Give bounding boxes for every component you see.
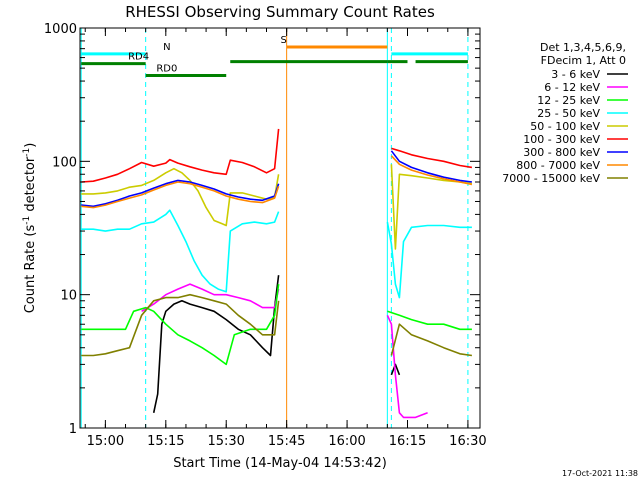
- series-100-300-kev-segment-0: [81, 128, 280, 183]
- legend-label-100-300-kev: 100 - 300 keV: [523, 133, 600, 146]
- series-3-6-kev-segment-0: [152, 275, 280, 413]
- chart-title: RHESSI Observing Summary Count Rates: [125, 3, 435, 21]
- x-tick-label: 15:30: [207, 434, 244, 449]
- series-12-25-kev-segment-0: [81, 283, 280, 366]
- series-100-300-kev: [81, 128, 473, 183]
- series-25-50-kev-segment-1: [386, 221, 472, 299]
- legend-label-25-50-kev: 25 - 50 keV: [537, 107, 600, 120]
- state-bar-s-label: S: [280, 35, 286, 46]
- series-3-6-kev: [152, 275, 401, 413]
- count-rate-series: [81, 128, 473, 419]
- series-3-6-kev-segment-1: [390, 363, 401, 376]
- state-bar-rd0-label: RD0: [156, 64, 177, 75]
- y-tick-label: 100: [52, 155, 77, 170]
- series-12-25-kev-segment-1: [387, 310, 472, 331]
- state-bar-rd4-label: RD4: [128, 52, 149, 63]
- series-6-12-kev-segment-1: [386, 314, 428, 419]
- x-axis-label: Start Time (14-May-04 14:53:42): [173, 456, 387, 471]
- legend-header-line-2: FDecim 1, Att 0: [541, 54, 626, 67]
- series-7000-15000-kev-segment-1: [390, 323, 473, 357]
- y-tick-label: 1: [69, 422, 77, 437]
- series-25-50-kev: [81, 209, 472, 299]
- legend-label-12-25-kev: 12 - 25 keV: [537, 94, 600, 107]
- x-tick-label: 16:30: [449, 434, 486, 449]
- legend-header-line-1: Det 1,3,4,5,6,9,: [540, 41, 626, 54]
- x-tick-label: 16:00: [328, 434, 365, 449]
- series-300-800-kev-segment-1: [390, 150, 473, 183]
- x-tick-label: 15:45: [268, 434, 305, 449]
- legend-label-300-800-kev: 300 - 800 keV: [523, 146, 600, 159]
- plot-frame: [79, 27, 481, 429]
- attenuator-state-bars: N S RD4 RD0: [81, 35, 468, 78]
- y-axis-label: Count Rate (s-1 detector-1): [22, 143, 38, 314]
- series-800-7000-kev-segment-0: [81, 181, 280, 209]
- y-tick-label: 1000: [44, 22, 77, 37]
- generation-timestamp: 17-Oct-2021 11:38: [562, 469, 638, 478]
- y-tick-label: 10: [60, 289, 77, 304]
- x-tick-label: 15:00: [87, 434, 124, 449]
- axis-ticks: 15:00 15:15 15:30 15:45 16:00 16:15 16:30 1 10 10…: [44, 22, 487, 449]
- legend-label-7000-15000-kev: 7000 - 15000 keV: [502, 172, 600, 185]
- legend-label-6-12-kev: 6 - 12 keV: [544, 81, 600, 94]
- series-800-7000-kev: [81, 155, 473, 209]
- series-6-12-kev-segment-0: [141, 283, 280, 312]
- legend-label-800-7000-kev: 800 - 7000 keV: [516, 159, 600, 172]
- series-300-800-kev: [81, 150, 473, 208]
- legend-label-50-100-kev: 50 - 100 keV: [530, 120, 600, 133]
- series-25-50-kev-segment-0: [81, 209, 280, 293]
- series-7000-15000-kev: [81, 293, 473, 357]
- series-100-300-kev-segment-1: [391, 147, 473, 169]
- state-bar-n-label: N: [163, 42, 170, 53]
- x-tick-label: 16:15: [389, 434, 426, 449]
- series-7000-15000-kev-segment-0: [81, 293, 280, 357]
- series-800-7000-kev-segment-1: [390, 155, 473, 186]
- series-6-12-kev: [141, 283, 428, 419]
- legend-label-3-6-kev: 3 - 6 keV: [551, 68, 600, 81]
- x-tick-label: 15:15: [147, 434, 184, 449]
- series-300-800-kev-segment-0: [81, 179, 280, 208]
- series-12-25-kev: [81, 283, 472, 366]
